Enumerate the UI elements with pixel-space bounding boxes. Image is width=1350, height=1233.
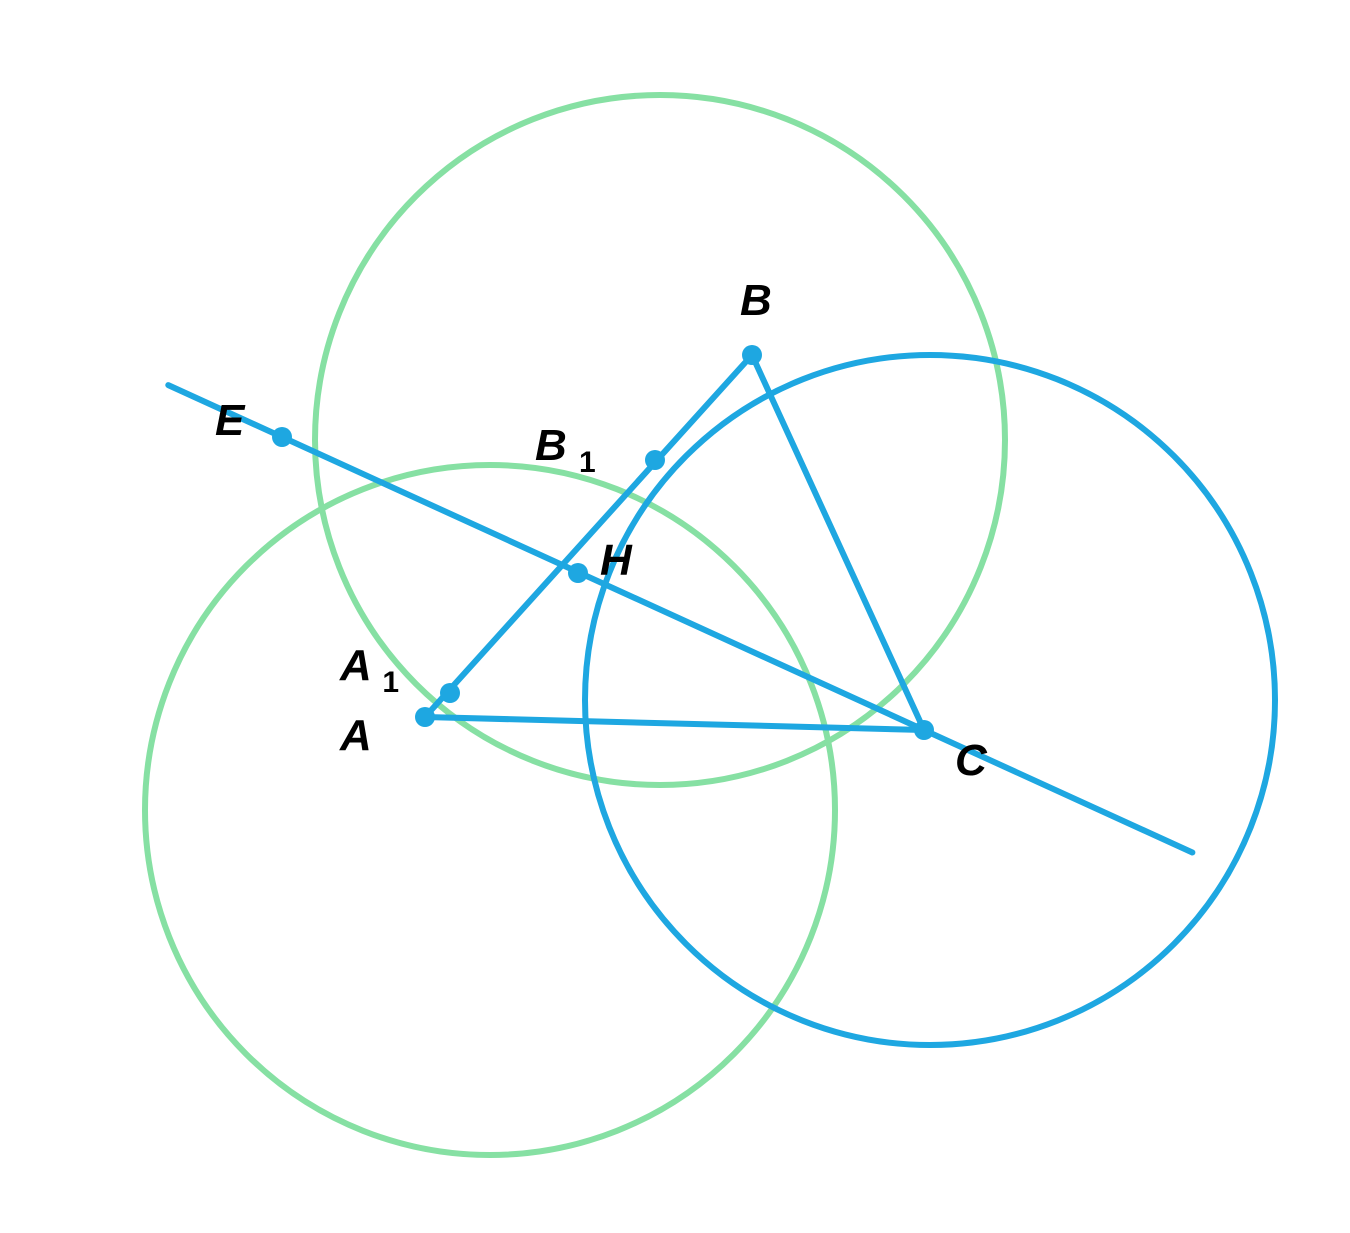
point-A1 [440,683,460,703]
point-B1 [645,450,665,470]
point-C [914,720,934,740]
label-B1-sub: 1 [579,446,596,479]
label-A1-sub: 1 [382,666,399,699]
point-H [568,563,588,583]
label-B: B [740,276,772,325]
point-A [415,707,435,727]
point-E [272,427,292,447]
label-C: C [955,736,988,785]
point-B [742,345,762,365]
label-E: E [215,396,246,445]
label-H: H [600,536,633,585]
label-A: A [339,711,372,760]
